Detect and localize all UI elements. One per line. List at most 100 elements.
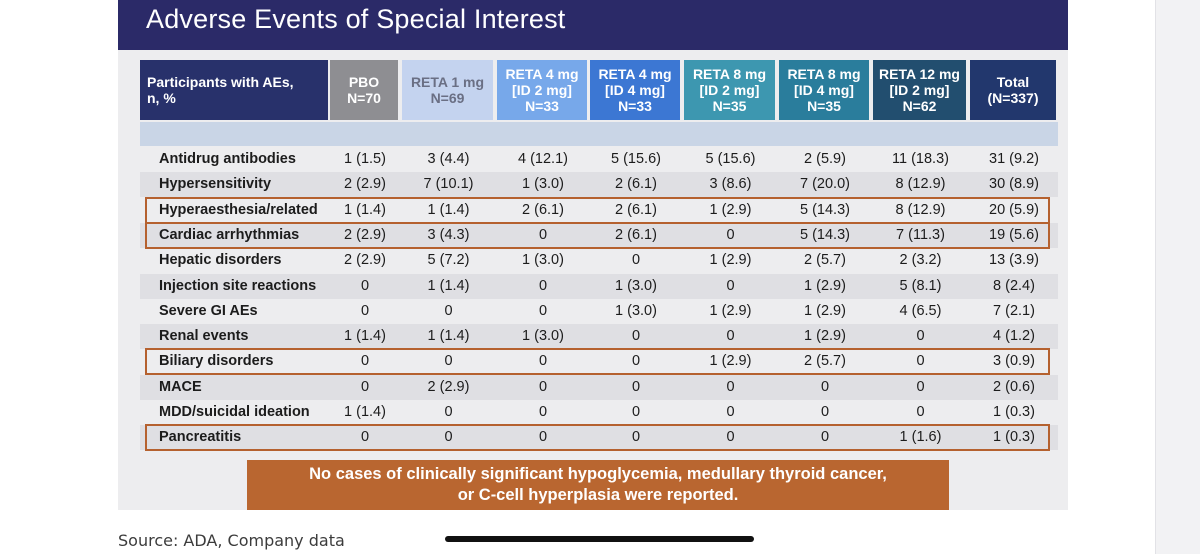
cell-reta-8mg-id4: 0	[820, 404, 830, 420]
cell-reta-8mg-id2: 0	[726, 404, 735, 420]
cell-reta-12mg-id2: 0	[916, 378, 925, 395]
cell-reta-8mg-id4: 1 (2.9)	[804, 302, 846, 319]
table-row: Severe GI AEs 0 0 0 1 (3.0) 1 (2.9) 1 (2.9) 4 (…	[140, 299, 1058, 324]
cell-reta-4mg-id2: 0	[538, 277, 548, 294]
cell-pbo: 0	[360, 302, 370, 319]
cell-reta-4mg-id4: 0	[631, 252, 641, 269]
header-line: N=70	[347, 90, 381, 106]
cell-reta-8mg-id2: 1 (2.9)	[709, 201, 752, 218]
cell-reta-8mg-id2: 1 (2.9)	[709, 353, 752, 370]
row-label: MDD/suicidal ideation	[159, 404, 310, 420]
cell-reta-1mg: 1 (1.4)	[427, 328, 470, 345]
cell-reta-8mg-id2: 0	[726, 328, 735, 345]
cell-total: 7 (2.1)	[993, 302, 1035, 319]
cell-reta-8mg-id2: 1 (2.9)	[709, 252, 752, 269]
home-indicator[interactable]	[445, 536, 754, 542]
cell-reta-8mg-id2: 0	[726, 277, 735, 294]
row-label: Renal events	[159, 328, 249, 345]
cell-reta-8mg-id4: 2 (5.9)	[804, 151, 846, 167]
cell-reta-4mg-id4: 1 (3.0)	[615, 277, 657, 294]
cell-reta-8mg-id4: 0	[820, 429, 830, 446]
cell-total: 31 (9.2)	[989, 151, 1039, 167]
row-label: Severe GI AEs	[159, 302, 258, 319]
header-line: [ID 2 mg]	[512, 82, 572, 98]
cell-reta-4mg-id4: 0	[631, 378, 641, 395]
cell-reta-12mg-id2: 8 (12.9)	[895, 201, 946, 218]
cell-reta-8mg-id2: 0	[726, 429, 735, 446]
row-label: Pancreatitis	[159, 429, 242, 446]
footnote-line-2: or C-cell hyperplasia were reported.	[457, 486, 739, 504]
cell-reta-8mg-id2: 0	[726, 226, 735, 243]
cell-reta-12mg-id2: 1 (1.6)	[899, 429, 942, 446]
header-line: [ID 2 mg]	[699, 82, 760, 98]
cell-pbo: 2 (2.9)	[344, 176, 386, 193]
cell-reta-1mg: 0	[444, 429, 453, 446]
footnote-banner: No cases of clinically significant hypog…	[247, 460, 949, 510]
table-row: Injection site reactions 0 1 (1.4) 0 1 (3.0)…	[140, 273, 1058, 299]
header-line: RETA 1 mg	[410, 74, 485, 90]
cell-reta-4mg-id2: 0	[538, 378, 548, 395]
header-reta-4mg-id2: RETA 4 mg [ID 2 mg] N=33	[497, 60, 587, 120]
row-label: Hypersensitivity	[159, 176, 272, 193]
cell-reta-4mg-id4: 0	[631, 328, 641, 345]
cell-reta-4mg-id2: 4 (12.1)	[518, 151, 568, 167]
table-row: Pancreatitis 0 0 0 0 0 0 1 (1.6) 1 (0.3)	[140, 425, 1058, 451]
cell-pbo: 0	[360, 277, 370, 294]
cell-pbo: 2 (2.9)	[344, 252, 386, 269]
source-caption: Source: ADA, Company data	[118, 531, 345, 550]
table-row: MACE 0 2 (2.9) 0 0 0 0 0 2 (0.6)	[140, 374, 1058, 400]
cell-reta-8mg-id2: 1 (2.9)	[709, 302, 752, 319]
header-pbo: PBO N=70	[330, 60, 398, 120]
cell-reta-12mg-id2: 11 (18.3)	[892, 151, 949, 167]
cell-total: 8 (2.4)	[993, 277, 1035, 294]
cell-total: 3 (0.9)	[993, 353, 1035, 370]
table-row: Antidrug antibodies 1 (1.5) 3 (4.4) 4 (12.1…	[140, 147, 1058, 172]
header-line: [ID 4 mg]	[605, 82, 665, 98]
cell-reta-1mg: 1 (1.4)	[427, 277, 470, 294]
cell-reta-12mg-id2: 2 (3.2)	[899, 252, 942, 269]
cell-reta-1mg: 5 (7.2)	[427, 252, 470, 269]
cell-reta-1mg: 0	[444, 404, 453, 420]
cell-pbo: 2 (2.9)	[344, 226, 386, 243]
cell-reta-4mg-id2: 0	[538, 226, 548, 243]
cell-reta-4mg-id2: 2 (6.1)	[522, 201, 564, 218]
header-line: RETA 4 mg	[505, 66, 579, 82]
row-label: Cardiac arrhythmias	[159, 226, 300, 243]
header-reta-1mg: RETA 1 mg N=69	[402, 60, 493, 120]
cell-reta-8mg-id4: 5 (14.3)	[800, 201, 850, 218]
cell-total: 1 (0.3)	[993, 429, 1035, 446]
row-label: Biliary disorders	[159, 353, 274, 370]
cell-reta-4mg-id2: 1 (3.0)	[522, 328, 564, 345]
header-participants: Participants with AEs, n, %	[140, 60, 328, 120]
cell-reta-12mg-id2: 8 (12.9)	[895, 176, 946, 193]
header-line: N=35	[712, 98, 747, 114]
cell-reta-12mg-id2: 4 (6.5)	[899, 302, 942, 319]
cell-reta-1mg: 2 (2.9)	[427, 378, 470, 395]
cell-reta-8mg-id2: 3 (8.6)	[709, 176, 752, 193]
cell-pbo: 1 (1.4)	[344, 201, 386, 218]
footnote-line-1: No cases of clinically significant hypog…	[309, 465, 887, 483]
cell-pbo: 1 (1.5)	[344, 151, 386, 167]
cell-reta-4mg-id4: 2 (6.1)	[615, 226, 657, 243]
right-scroll-gutter	[1155, 0, 1200, 554]
cell-reta-4mg-id4: 2 (6.1)	[615, 176, 657, 193]
cell-reta-8mg-id4: 2 (5.7)	[804, 353, 846, 370]
cell-pbo: 0	[360, 353, 370, 370]
cell-reta-4mg-id4: 2 (6.1)	[615, 201, 657, 218]
cell-reta-12mg-id2: 0	[916, 404, 925, 420]
header-line: PBO	[348, 74, 380, 90]
cell-reta-1mg: 1 (1.4)	[427, 201, 470, 218]
cell-reta-8mg-id4: 5 (14.3)	[800, 226, 850, 243]
header-reta-4mg-id4: RETA 4 mg [ID 4 mg] N=33	[590, 60, 680, 120]
header-line: N=35	[807, 98, 841, 114]
header-line: RETA 4 mg	[598, 66, 672, 82]
cell-total: 13 (3.9)	[989, 252, 1039, 269]
row-label: Injection site reactions	[159, 277, 317, 294]
cell-pbo: 1 (1.4)	[344, 328, 386, 345]
slide-title: Adverse Events of Special Interest	[146, 4, 566, 34]
slide: Adverse Events of Special Interest Antid…	[118, 0, 1068, 510]
header-line: RETA 8 mg	[692, 66, 767, 82]
cell-reta-1mg: 7 (10.1)	[423, 176, 474, 193]
cell-reta-4mg-id2: 1 (3.0)	[522, 176, 564, 193]
cell-reta-4mg-id2: 0	[538, 404, 548, 420]
